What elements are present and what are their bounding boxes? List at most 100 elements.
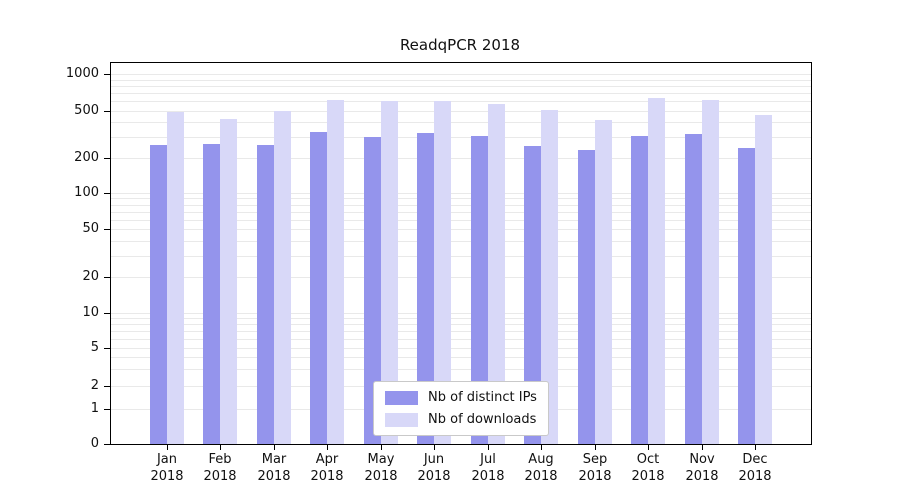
gridline bbox=[111, 111, 811, 112]
bar-distinct-ips bbox=[578, 150, 595, 444]
x-tick-year: 2018 bbox=[257, 469, 291, 484]
bar-downloads bbox=[595, 120, 612, 444]
x-tick-month: Nov bbox=[689, 452, 715, 467]
bar-downloads bbox=[381, 101, 398, 444]
x-tick-mark bbox=[702, 445, 703, 450]
bar-distinct-ips bbox=[685, 134, 702, 444]
x-tick-label: Oct 2018 bbox=[618, 451, 678, 485]
x-tick-year: 2018 bbox=[578, 469, 612, 484]
gridline bbox=[111, 324, 811, 325]
x-tick-label: Feb 2018 bbox=[190, 451, 250, 485]
bar-distinct-ips bbox=[310, 132, 327, 444]
x-tick-label: Jun 2018 bbox=[404, 451, 464, 485]
x-tick-label: Aug 2018 bbox=[511, 451, 571, 485]
x-tick-label: May 2018 bbox=[351, 451, 411, 485]
bar-downloads bbox=[327, 100, 344, 444]
x-tick-month: Apr bbox=[315, 452, 339, 467]
x-tick-month: Jul bbox=[480, 452, 496, 467]
x-tick-mark bbox=[595, 445, 596, 450]
y-tick-label: 10 bbox=[82, 305, 99, 320]
x-tick-mark bbox=[220, 445, 221, 450]
x-tick-month: Sep bbox=[582, 452, 608, 467]
x-tick-mark bbox=[167, 445, 168, 450]
x-tick-mark bbox=[648, 445, 649, 450]
y-tick-mark bbox=[104, 111, 110, 112]
gridline bbox=[111, 331, 811, 332]
gridline bbox=[111, 93, 811, 94]
chart-title: ReadqPCR 2018 bbox=[399, 36, 521, 54]
gridline bbox=[111, 339, 811, 340]
x-tick-year: 2018 bbox=[150, 469, 184, 484]
plot-area: Nb of distinct IPs Nb of downloads bbox=[110, 62, 812, 445]
x-tick-year: 2018 bbox=[364, 469, 398, 484]
bar-downloads bbox=[541, 110, 558, 444]
gridline bbox=[111, 256, 811, 257]
x-tick-label: Nov 2018 bbox=[672, 451, 732, 485]
bar-downloads bbox=[274, 111, 291, 444]
y-tick-label: 1000 bbox=[65, 66, 99, 81]
y-tick-label: 500 bbox=[74, 103, 99, 118]
x-tick-mark bbox=[434, 445, 435, 450]
y-tick-mark bbox=[104, 386, 110, 387]
legend-item-distinct-ips: Nb of distinct IPs bbox=[385, 390, 537, 405]
gridline bbox=[111, 122, 811, 123]
y-tick-mark bbox=[104, 409, 110, 410]
gridline bbox=[111, 369, 811, 370]
gridline bbox=[111, 313, 811, 314]
bar-distinct-ips bbox=[257, 145, 274, 444]
x-tick-label: Sep 2018 bbox=[565, 451, 625, 485]
y-tick-mark bbox=[104, 158, 110, 159]
gridline bbox=[111, 198, 811, 199]
bar-downloads bbox=[167, 112, 184, 444]
x-tick-month: May bbox=[367, 452, 395, 467]
y-tick-label: 1 bbox=[90, 401, 99, 416]
x-tick-month: Dec bbox=[742, 452, 768, 467]
y-tick-mark bbox=[104, 348, 110, 349]
y-tick-mark bbox=[104, 313, 110, 314]
gridline bbox=[111, 318, 811, 319]
x-tick-mark bbox=[488, 445, 489, 450]
bar-distinct-ips bbox=[631, 136, 648, 444]
x-tick-mark bbox=[274, 445, 275, 450]
legend-label-distinct-ips: Nb of distinct IPs bbox=[428, 390, 537, 405]
x-tick-month: Jun bbox=[423, 452, 445, 467]
legend-swatch-downloads bbox=[385, 412, 418, 427]
y-tick-label: 20 bbox=[82, 269, 99, 284]
y-tick-label: 100 bbox=[74, 185, 99, 200]
x-tick-label: Apr 2018 bbox=[297, 451, 357, 485]
y-tick-mark bbox=[104, 444, 110, 445]
x-tick-year: 2018 bbox=[631, 469, 665, 484]
x-tick-year: 2018 bbox=[417, 469, 451, 484]
bar-distinct-ips bbox=[471, 136, 488, 444]
y-tick-label: 2 bbox=[90, 378, 99, 393]
bar-distinct-ips bbox=[524, 146, 541, 444]
y-tick-label: 0 bbox=[90, 436, 99, 451]
gridline bbox=[111, 241, 811, 242]
y-tick-label: 50 bbox=[82, 221, 99, 236]
legend-label-downloads: Nb of downloads bbox=[428, 412, 537, 427]
gridline bbox=[111, 158, 811, 159]
x-tick-year: 2018 bbox=[471, 469, 505, 484]
x-tick-label: Jan 2018 bbox=[137, 451, 197, 485]
x-tick-month: Mar bbox=[261, 452, 287, 467]
bar-distinct-ips bbox=[150, 145, 167, 444]
legend-item-downloads: Nb of downloads bbox=[385, 412, 537, 427]
x-tick-label: Mar 2018 bbox=[244, 451, 304, 485]
gridline bbox=[111, 212, 811, 213]
legend: Nb of distinct IPs Nb of downloads bbox=[373, 381, 549, 436]
gridline bbox=[111, 74, 811, 75]
x-tick-mark bbox=[755, 445, 756, 450]
bar-downloads bbox=[220, 119, 237, 444]
y-tick-mark bbox=[104, 229, 110, 230]
y-tick-label: 200 bbox=[74, 150, 99, 165]
bar-downloads bbox=[434, 101, 451, 444]
x-tick-mark bbox=[541, 445, 542, 450]
x-tick-year: 2018 bbox=[685, 469, 719, 484]
gridline bbox=[111, 205, 811, 206]
gridline bbox=[111, 229, 811, 230]
bar-distinct-ips bbox=[738, 148, 755, 444]
x-tick-year: 2018 bbox=[310, 469, 344, 484]
gridline bbox=[111, 193, 811, 194]
x-tick-month: Jan bbox=[156, 452, 178, 467]
gridline bbox=[111, 220, 811, 221]
